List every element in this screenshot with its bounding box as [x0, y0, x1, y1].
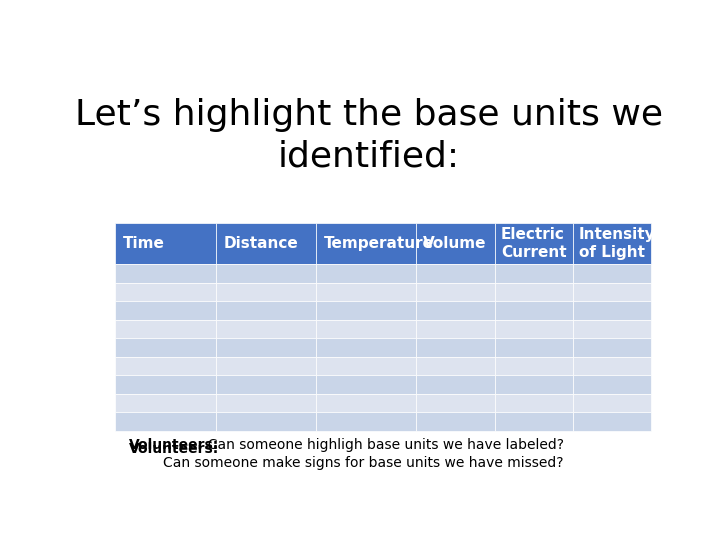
Text: Volunteers:: Volunteers:: [129, 438, 220, 453]
Text: Distance: Distance: [224, 236, 298, 251]
Bar: [316, 412, 416, 431]
Bar: [316, 301, 416, 320]
Bar: [215, 375, 316, 394]
Bar: [115, 338, 215, 357]
Bar: [115, 412, 215, 431]
Bar: [416, 283, 495, 301]
Bar: [316, 265, 416, 283]
Bar: [416, 301, 495, 320]
Text: Let’s highlight the base units we: Let’s highlight the base units we: [75, 98, 663, 132]
Bar: [572, 223, 651, 265]
Bar: [115, 375, 215, 394]
Bar: [416, 357, 495, 375]
Bar: [215, 412, 316, 431]
Bar: [495, 301, 572, 320]
Bar: [316, 283, 416, 301]
Bar: [115, 320, 215, 338]
Bar: [316, 320, 416, 338]
Bar: [495, 265, 572, 283]
Bar: [215, 223, 316, 265]
Bar: [572, 412, 651, 431]
Bar: [316, 357, 416, 375]
Bar: [115, 265, 215, 283]
Bar: [572, 283, 651, 301]
Bar: [416, 320, 495, 338]
Bar: [115, 301, 215, 320]
Bar: [416, 394, 495, 412]
Bar: [215, 320, 316, 338]
Bar: [495, 394, 572, 412]
Bar: [495, 320, 572, 338]
Bar: [316, 338, 416, 357]
Text: Electric
Current: Electric Current: [501, 227, 567, 260]
Bar: [115, 394, 215, 412]
Text: identified:: identified:: [278, 139, 460, 173]
Text: Volunteers:  Can someone highligh base units we have labeled?: Volunteers: Can someone highligh base un…: [129, 442, 572, 456]
Bar: [215, 283, 316, 301]
Bar: [572, 338, 651, 357]
Text: Time: Time: [123, 236, 165, 251]
Bar: [495, 375, 572, 394]
Bar: [572, 357, 651, 375]
Bar: [316, 375, 416, 394]
Bar: [416, 265, 495, 283]
Bar: [215, 265, 316, 283]
Text: Volume: Volume: [423, 236, 486, 251]
Text: Can someone highligh base units we have labeled?: Can someone highligh base units we have …: [199, 438, 564, 453]
Bar: [316, 223, 416, 265]
Bar: [115, 283, 215, 301]
Text: Volunteers:: Volunteers:: [129, 442, 220, 456]
Bar: [495, 412, 572, 431]
Bar: [572, 301, 651, 320]
Bar: [115, 223, 215, 265]
Bar: [215, 338, 316, 357]
Bar: [416, 375, 495, 394]
Text: Temperature: Temperature: [324, 236, 434, 251]
Bar: [572, 375, 651, 394]
Bar: [572, 394, 651, 412]
Bar: [215, 357, 316, 375]
Bar: [416, 338, 495, 357]
Bar: [416, 223, 495, 265]
Bar: [495, 223, 572, 265]
Bar: [416, 412, 495, 431]
Bar: [115, 357, 215, 375]
Bar: [572, 320, 651, 338]
Text: Intensity
of Light: Intensity of Light: [579, 227, 655, 260]
Bar: [572, 265, 651, 283]
Text: Can someone make signs for base units we have missed?: Can someone make signs for base units we…: [163, 456, 563, 470]
Bar: [316, 394, 416, 412]
Bar: [495, 338, 572, 357]
Bar: [495, 357, 572, 375]
Bar: [215, 394, 316, 412]
Bar: [215, 301, 316, 320]
Bar: [495, 283, 572, 301]
